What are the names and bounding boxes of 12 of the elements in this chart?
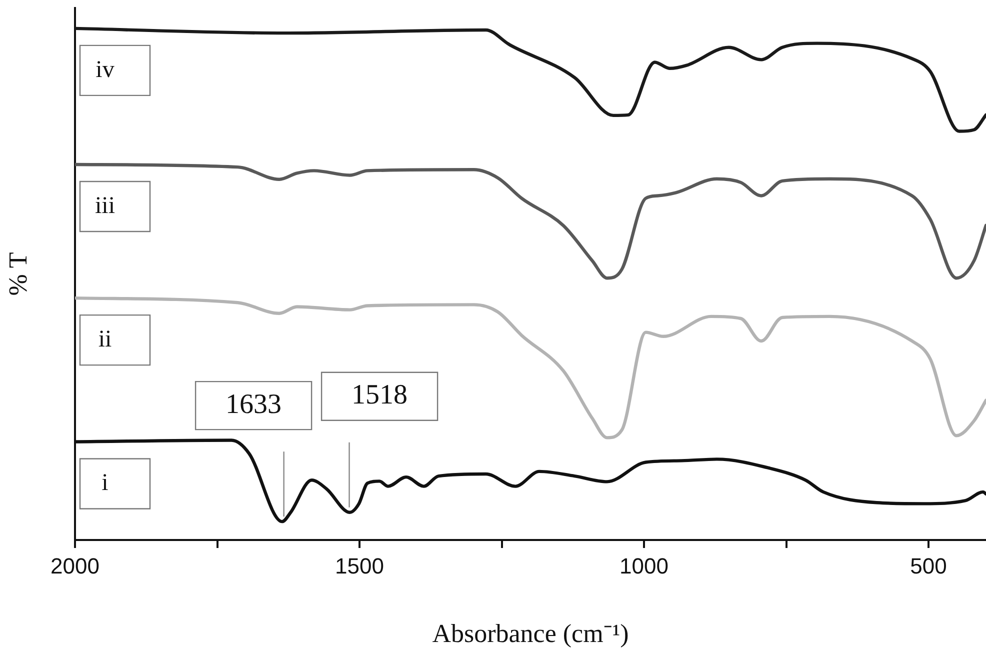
x-tick-label: 500: [910, 553, 947, 578]
series-label: iv: [96, 56, 114, 83]
annotation: 1518: [352, 380, 408, 411]
series-label: i: [102, 470, 109, 496]
x-tick-label: 2000: [50, 553, 100, 578]
series-label: ii: [98, 326, 112, 352]
x-tick-label: 1500: [335, 553, 384, 578]
annotation: 1633: [226, 388, 282, 420]
x-axis-title: Absorbance (cm⁻¹): [432, 619, 629, 648]
x-tick-label: 1000: [620, 553, 668, 578]
series-label: iii: [94, 192, 116, 219]
y-axis-title: % T: [3, 252, 32, 296]
